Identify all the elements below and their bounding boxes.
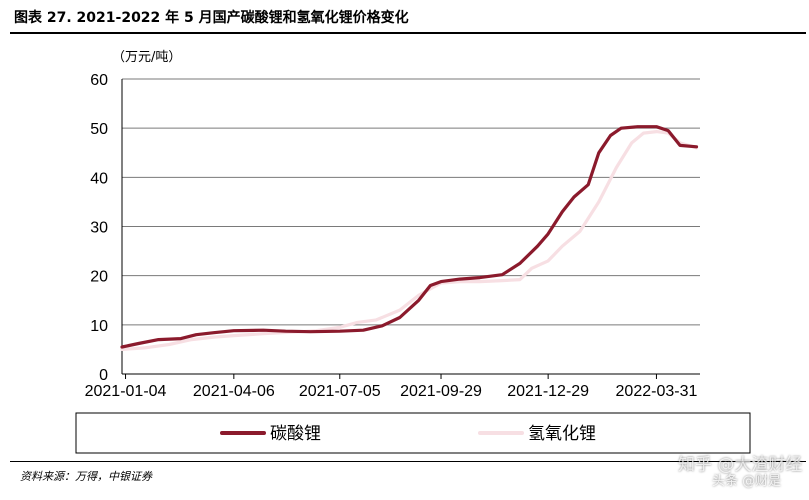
chart-title: 图表 27. 2021-2022 年 5 月国产碳酸锂和氢氧化锂价格变化 [14,10,409,26]
x-tick-label: 2021-04-06 [193,383,275,400]
watermark-text: 知乎 @大渣财经 [678,455,803,475]
x-tick-label: 2021-01-04 [85,383,167,400]
y-tick-label: 40 [90,170,108,187]
source-note: 资料来源：万得，中银证券 [20,470,152,483]
y-tick-label: 50 [90,121,108,138]
legend-box [75,412,751,454]
y-tick-label: 10 [90,318,108,335]
legend-label-lithium-carbonate: 碳酸锂 [270,424,321,444]
source-divider [10,461,806,462]
x-tick-label: 2021-09-29 [400,383,482,400]
y-tick-label: 20 [90,269,108,286]
y-tick-label: 60 [90,72,108,89]
watermark-text-secondary: 头条 @财是 [712,474,782,489]
y-tick-label: 30 [90,220,108,237]
series-line-lithium-hydroxide [120,130,699,351]
title-divider [10,32,806,34]
x-tick-label: 2021-07-05 [299,383,381,400]
y-axis-label: （万元/吨） [112,50,181,65]
y-tick-label: 0 [99,367,108,384]
x-tick-label: 2022-03-31 [616,383,698,400]
legend-label-lithium-hydroxide: 氢氧化锂 [528,424,596,444]
x-tick-label: 2021-12-29 [507,383,589,400]
series-line-lithium-carbonate [120,125,699,349]
